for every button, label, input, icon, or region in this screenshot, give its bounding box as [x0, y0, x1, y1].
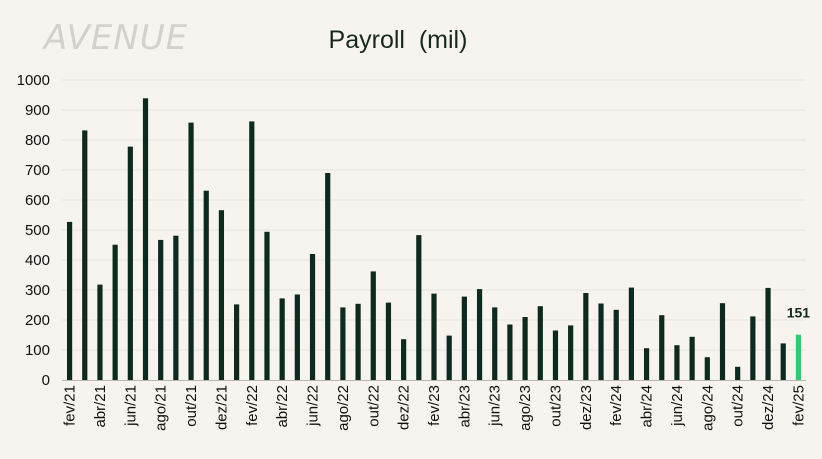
bar	[674, 345, 680, 380]
bar	[325, 173, 331, 380]
y-tick-label: 600	[25, 192, 50, 209]
x-tick-label: out/23	[547, 385, 564, 427]
bar	[643, 348, 650, 380]
x-tick-label: jun/24	[669, 385, 686, 427]
x-tick-label: abr/24	[639, 385, 656, 428]
bar	[537, 306, 543, 380]
x-tick-label: jun/22	[305, 385, 322, 427]
bar	[188, 122, 194, 380]
x-tick-label: jun/23	[487, 385, 504, 427]
x-tick-label: out/21	[183, 385, 200, 427]
bar	[735, 366, 741, 380]
y-tick-label: 500	[25, 222, 50, 239]
bar	[613, 309, 619, 380]
y-tick-label: 900	[25, 102, 50, 119]
y-tick-label: 1000	[17, 72, 50, 89]
bar	[522, 317, 528, 380]
bar	[385, 302, 392, 380]
bar	[218, 210, 225, 380]
bar	[66, 221, 73, 380]
bar	[355, 303, 361, 380]
bar	[112, 244, 118, 380]
bar	[598, 303, 604, 380]
bar	[583, 293, 589, 380]
x-tick-label: fev/22	[244, 385, 261, 426]
x-tick-label: abr/23	[456, 385, 473, 428]
y-tick-label: 0	[42, 372, 50, 389]
x-tick-label: fev/24	[608, 385, 625, 426]
bar	[264, 231, 270, 380]
bar	[158, 239, 164, 380]
x-tick-label: fev/25	[790, 385, 807, 426]
x-tick-label: dez/23	[578, 385, 595, 430]
bar-highlight	[795, 334, 802, 380]
x-tick-label: ago/24	[699, 385, 716, 431]
bar	[370, 271, 376, 380]
bar	[765, 287, 771, 380]
y-tick-label: 800	[25, 132, 50, 149]
bar	[309, 254, 316, 380]
x-tick-label: dez/24	[760, 385, 777, 430]
bar	[461, 296, 467, 380]
x-tick-label: fev/21	[62, 385, 79, 426]
y-tick-label: 100	[25, 342, 50, 359]
x-tick-label: out/24	[730, 385, 747, 427]
bar	[552, 330, 559, 380]
bar	[431, 293, 437, 380]
x-tick-label: dez/21	[213, 385, 230, 430]
bar	[279, 298, 285, 380]
bar	[568, 325, 574, 380]
bar	[507, 324, 513, 380]
bar	[780, 343, 786, 380]
bar	[234, 304, 240, 380]
bar	[719, 303, 726, 380]
bar	[249, 121, 255, 381]
x-tick-label: dez/22	[396, 385, 413, 430]
bar	[416, 235, 422, 380]
bar	[97, 284, 103, 380]
data-label: 151	[787, 305, 811, 321]
bar	[628, 287, 634, 380]
avenue-logo: AVENUE	[44, 18, 189, 58]
x-tick-label: ago/22	[335, 385, 352, 431]
y-tick-label: 700	[25, 162, 50, 179]
y-tick-label: 400	[25, 252, 50, 269]
x-tick-label: abr/22	[274, 385, 291, 428]
bar	[127, 146, 133, 380]
x-tick-label: ago/21	[153, 385, 170, 431]
bar	[203, 190, 209, 380]
bar	[704, 357, 710, 380]
bar	[476, 289, 483, 380]
bar	[142, 98, 149, 381]
x-tick-label: out/22	[365, 385, 382, 427]
x-tick-label: abr/21	[92, 385, 109, 428]
bar	[659, 315, 665, 380]
bar	[294, 294, 300, 380]
x-tick-label: jun/21	[122, 385, 139, 427]
bar	[689, 336, 695, 380]
x-tick-label: ago/23	[517, 385, 534, 431]
bar	[340, 307, 346, 380]
y-tick-label: 300	[25, 282, 50, 299]
x-tick-label: fev/23	[426, 385, 443, 426]
bar	[446, 335, 452, 380]
bar	[492, 307, 498, 380]
y-tick-label: 200	[25, 312, 50, 329]
chart-title: Payroll (mil)	[328, 26, 468, 54]
bar	[82, 130, 88, 380]
bar	[750, 316, 756, 380]
bar	[401, 339, 407, 380]
bar	[173, 235, 179, 380]
